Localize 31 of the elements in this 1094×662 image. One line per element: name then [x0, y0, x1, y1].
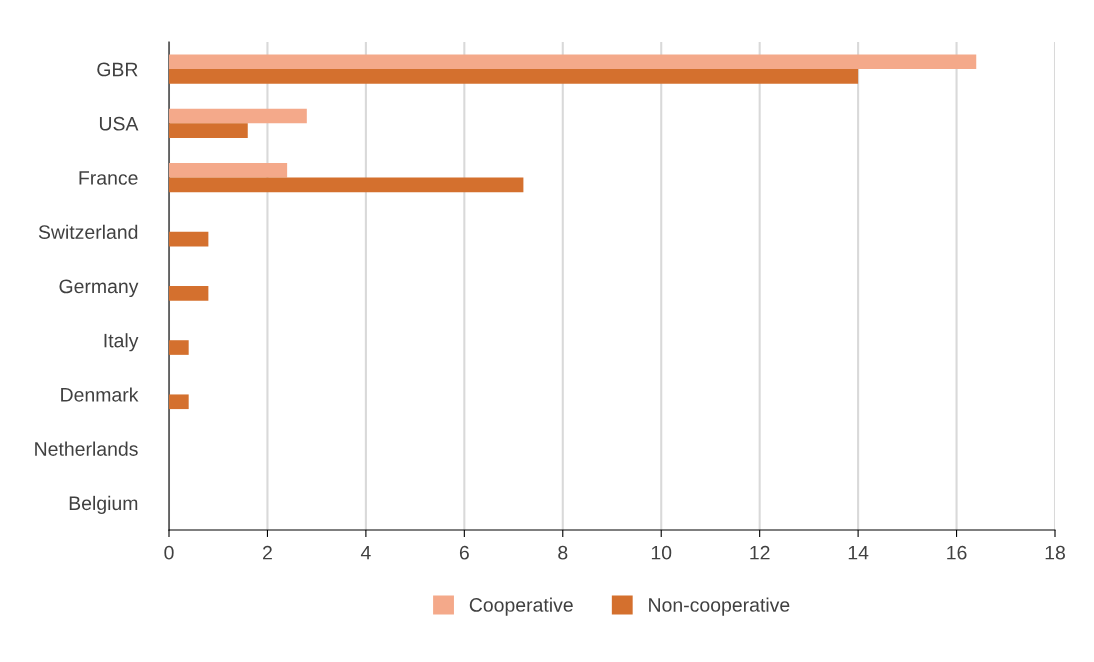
y-tick-label: France [79, 171, 138, 185]
bar [169, 340, 189, 355]
x-tick-label: 14 [848, 545, 869, 560]
x-tick-label: 0 [164, 545, 174, 560]
y-tick-label: USA [99, 116, 139, 131]
x-tick-label: 8 [558, 545, 568, 560]
x-tick-label: 2 [263, 545, 272, 560]
legend-label: Non-cooperative [649, 597, 790, 616]
bar [169, 231, 209, 247]
bar [169, 162, 288, 178]
bar [169, 108, 307, 124]
y-tick-label: Belgium [69, 495, 138, 514]
bar [169, 123, 248, 138]
y-tick-label: GBR [97, 62, 138, 77]
x-tick-label: 12 [750, 545, 770, 560]
bar [169, 394, 189, 410]
x-tick-label: 18 [1045, 545, 1065, 560]
bar [169, 54, 977, 70]
x-tick-label: 10 [651, 545, 672, 560]
x-tick-label: 4 [360, 545, 371, 560]
bar [169, 177, 524, 193]
y-tick-label: Denmark [61, 387, 139, 402]
y-tick-label: Italy [104, 333, 139, 352]
y-tick-label: Netherlands [35, 441, 138, 456]
bar [169, 69, 859, 84]
bar [169, 286, 209, 301]
y-tick-label: Germany [59, 279, 139, 298]
x-tick-label: 6 [459, 545, 469, 560]
y-tick-label: Switzerland [38, 224, 138, 240]
legend-label: Cooperative [469, 597, 573, 616]
x-tick-label: 16 [947, 545, 967, 560]
